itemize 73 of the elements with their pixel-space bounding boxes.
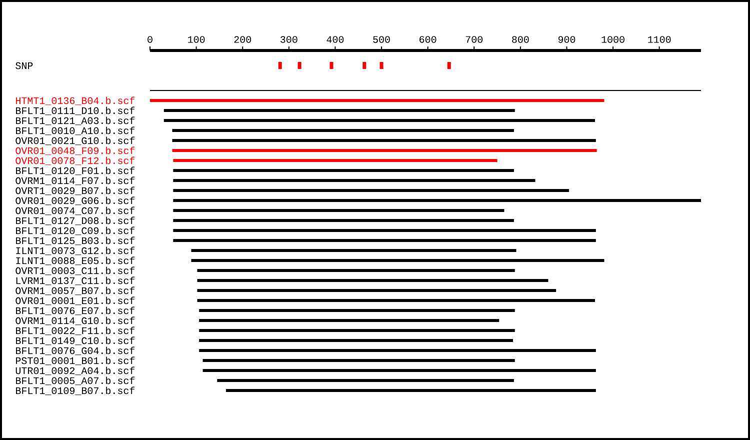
y-tick-label: BFLT1_0125_B03.b.scf — [16, 236, 135, 246]
bar — [197, 278, 548, 282]
bar — [172, 138, 596, 142]
y-tick-label: UTR01_0092_A04.b.scf — [16, 366, 135, 376]
bar — [197, 298, 595, 302]
x-tick-label: 200 — [234, 36, 251, 43]
y-tick-label: BFLT1_0120_C09.b.scf — [16, 226, 135, 236]
x-tick-label: 600 — [420, 36, 436, 43]
y-tick-label: OVR01_0001_E01.b.scf — [16, 296, 135, 306]
bar — [150, 98, 604, 102]
bar — [191, 258, 604, 262]
bar — [199, 308, 515, 312]
y-tick-label: BFLT1_0005_A07.b.scf — [16, 376, 135, 386]
y-tick-label: OVRT1_0003_C11.b.scf — [16, 266, 135, 276]
bar — [173, 198, 702, 202]
y-tick-label: BFLT1_0120_F01.b.scf — [16, 166, 135, 176]
bar — [191, 248, 516, 252]
x-tick-label: 1100 — [648, 36, 671, 43]
y-tick-label: SNP — [16, 62, 33, 70]
y-tick-label: BFLT1_0111_D10.b.scf — [16, 106, 135, 116]
y-tick-label: OVR01_0078_F12.b.scf — [16, 156, 135, 166]
bar — [199, 328, 515, 332]
x-tick-label: 800 — [512, 36, 529, 43]
bar — [199, 348, 596, 352]
y-tick-label: PST01_0001_B01.b.scf — [16, 356, 135, 366]
x-tick-label: 0 — [148, 36, 152, 43]
bar — [173, 178, 536, 182]
bar — [197, 288, 556, 292]
y-tick-label: OVR01_0021_G10.b.scf — [16, 136, 135, 146]
y-tick-label: OVRM1_0114_G10.b.scf — [16, 316, 135, 326]
y-tick-label: BFLT1_0022_F11.b.scf — [16, 326, 135, 336]
x-tick-label: 400 — [326, 36, 344, 43]
y-tick-label: BFLT1_0076_E07.b.scf — [16, 306, 135, 316]
x-tick-label: 1000 — [602, 36, 624, 43]
x-tick-label: 100 — [188, 36, 205, 43]
bar — [172, 148, 597, 152]
bar — [164, 108, 515, 112]
bar — [173, 188, 570, 192]
y-tick-label: OVR01_0048_F09.b.scf — [16, 146, 135, 156]
bar — [172, 128, 514, 132]
bar — [197, 268, 515, 272]
bar — [164, 118, 595, 122]
bar — [202, 368, 596, 372]
y-tick-label: ILNT1_0088_E05.b.scf — [16, 256, 135, 266]
bar — [173, 218, 514, 222]
y-tick-label: ILNT1_0073_G12.b.scf — [16, 246, 135, 256]
y-tick-label: OVRM1_0057_B07.b.scf — [16, 286, 135, 296]
y-tick-label: OVR01_0074_C07.b.scf — [16, 206, 135, 216]
y-tick-label: HTMT1_0136_B04.b.scf — [16, 96, 135, 106]
y-tick-label: BFLT1_0109_B07.b.scf — [16, 386, 135, 396]
bar — [173, 168, 514, 172]
y-tick-label: BFLT1_0121_A03.b.scf — [16, 116, 135, 126]
bar — [202, 358, 515, 362]
y-tick-label: OVR01_0029_G06.b.scf — [16, 196, 135, 206]
y-tick-label: BFLT1_0149_C10.b.scf — [16, 336, 135, 346]
x-tick-label: 300 — [280, 36, 298, 43]
bar — [173, 228, 596, 232]
y-tick-label: BFLT1_0076_G04.b.scf — [16, 346, 135, 356]
y-tick-label: BFLT1_0127_D08.b.scf — [16, 216, 135, 226]
bar — [173, 208, 504, 212]
bar — [173, 158, 498, 162]
y-tick-label: LVRM1_0137_C11.b.scf — [16, 276, 135, 286]
bar — [217, 378, 514, 382]
bar — [226, 388, 596, 392]
x-tick-label: 700 — [466, 36, 483, 43]
bar — [173, 238, 596, 242]
x-tick-label: 500 — [373, 36, 390, 43]
x-tick-label: 900 — [558, 36, 576, 43]
y-tick-label: BFLT1_0010_A10.b.scf — [16, 126, 135, 136]
bar — [199, 318, 500, 322]
bar — [199, 338, 514, 342]
y-tick-label: OVRM1_0114_F07.b.scf — [16, 176, 135, 186]
y-tick-label: OVRT1_0029_B07.b.scf — [16, 186, 135, 196]
